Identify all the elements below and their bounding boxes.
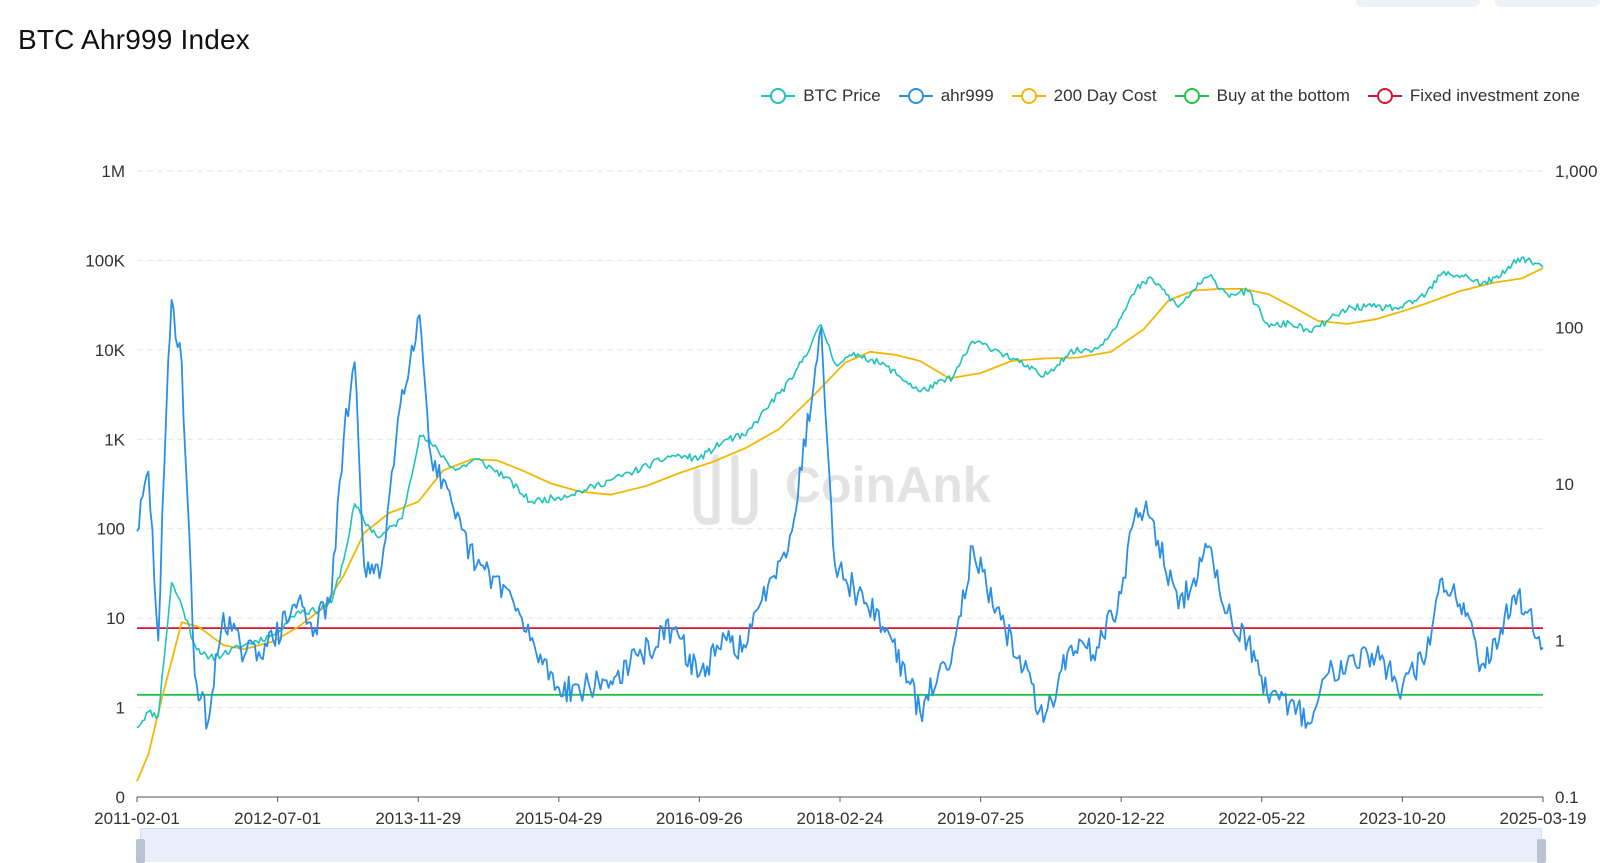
header-tab-left[interactable] — [1356, 0, 1480, 7]
y-left-tick-label: 1M — [101, 162, 125, 181]
x-tick-label: 2022-05-22 — [1218, 809, 1305, 828]
y-left-tick-label: 1K — [104, 430, 125, 449]
y-right-tick-label: 0.1 — [1555, 788, 1579, 807]
scroller-handle-left[interactable] — [136, 839, 145, 863]
legend-item-fixed-investment-zone[interactable]: Fixed investment zone — [1367, 86, 1580, 106]
legend-item-200-day-cost[interactable]: 200 Day Cost — [1011, 86, 1157, 106]
grid — [137, 170, 1543, 709]
y-right-tick-label: 10 — [1555, 475, 1574, 494]
series-ahr999-line — [136, 299, 1544, 730]
circle-line-icon — [898, 87, 933, 105]
x-tick-label: 2025-03-19 — [1500, 809, 1587, 828]
chart-legend: BTC Price ahr999 200 Day Cost Buy at the… — [761, 86, 1580, 106]
legend-label: ahr999 — [940, 86, 994, 105]
legend-label: Fixed investment zone — [1409, 86, 1580, 105]
time-range-scroller[interactable] — [136, 828, 1546, 863]
circle-line-icon — [761, 87, 796, 105]
y-right-tick-label: 1 — [1555, 632, 1564, 651]
watermark-logo-icon — [693, 454, 758, 525]
series-200-day-cost-line — [136, 267, 1544, 782]
x-tick-label: 2015-04-29 — [515, 809, 602, 828]
legend-label: 200 Day Cost — [1053, 86, 1157, 105]
x-tick-label: 2016-09-26 — [656, 809, 743, 828]
x-tick-label: 2011-02-01 — [94, 809, 180, 828]
watermark-text: CoinAnk — [785, 457, 991, 513]
y-left-tick-label: 10 — [106, 609, 125, 628]
x-tick-label: 2018-02-24 — [797, 809, 884, 828]
legend-label: BTC Price — [803, 86, 881, 105]
y-left-tick-label: 100K — [85, 251, 125, 270]
x-tick-label: 2013-11-29 — [375, 809, 461, 828]
y-left-tick-label: 1 — [116, 699, 125, 718]
circle-line-icon — [1011, 87, 1046, 105]
y-left-tick-label: 0 — [116, 788, 125, 807]
legend-label: Buy at the bottom — [1216, 86, 1350, 105]
header-tab-right[interactable] — [1495, 0, 1600, 7]
axes: 0 1 10 100 1K 10K 100K 1M 0.1 1 10 100 1,000 2011-02-… — [85, 162, 1597, 828]
legend-item-btc-price[interactable]: BTC Price — [761, 86, 881, 106]
x-tick-label: 2019-07-25 — [937, 809, 1024, 828]
x-tick-label: 2023-10-20 — [1359, 809, 1446, 828]
series-btc-price-line — [136, 256, 1544, 729]
circle-line-icon — [1367, 87, 1402, 105]
legend-item-buy-at-bottom[interactable]: Buy at the bottom — [1174, 86, 1350, 106]
y-right-tick-label: 100 — [1555, 319, 1583, 338]
page-title: BTC Ahr999 Index — [18, 24, 250, 55]
y-left-tick-label: 100 — [97, 520, 125, 539]
series — [136, 256, 1544, 782]
y-right-tick-label: 1,000 — [1555, 162, 1598, 181]
x-tick-label: 2012-07-01 — [234, 809, 321, 828]
circle-line-icon — [1174, 87, 1209, 105]
y-left-tick-label: 10K — [95, 341, 126, 360]
legend-item-ahr999[interactable]: ahr999 — [898, 86, 994, 106]
x-tick-label: 2020-12-22 — [1078, 809, 1165, 828]
scroller-handle-right[interactable] — [1537, 839, 1546, 863]
